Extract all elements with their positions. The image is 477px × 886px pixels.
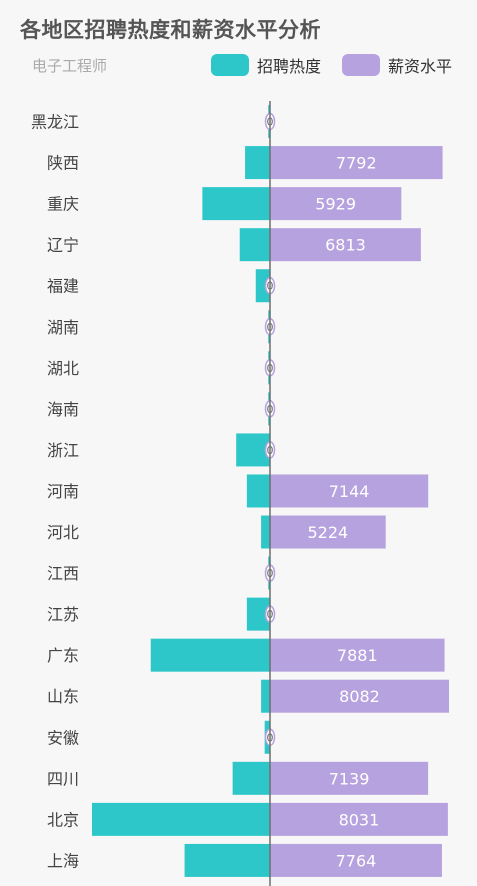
bar-heat[interactable] <box>239 228 270 262</box>
salary-value-label: 5929 <box>315 195 356 214</box>
bar-heat[interactable] <box>261 515 270 549</box>
legend-swatch-salary <box>342 54 380 76</box>
category-label: 重庆 <box>47 195 79 214</box>
category-label: 北京 <box>47 810 79 829</box>
category-label: 广东 <box>47 646 79 665</box>
category-label: 辽宁 <box>47 236 79 255</box>
bar-heat[interactable] <box>255 269 270 303</box>
bar-heat[interactable] <box>236 433 270 467</box>
bar-heat[interactable] <box>184 843 270 877</box>
salary-value-label: 7144 <box>329 482 370 501</box>
bar-salary[interactable] <box>270 679 449 713</box>
category-label: 安徽 <box>47 728 79 747</box>
salary-value-label: 7881 <box>337 646 378 665</box>
category-label: 湖北 <box>47 359 79 378</box>
category-label: 浙江 <box>47 441 79 460</box>
bar-heat[interactable] <box>261 679 270 713</box>
legend-item-heat[interactable]: 招聘热度 <box>211 53 321 77</box>
salary-value-label: 7764 <box>336 851 377 870</box>
legend-label-salary: 薪资水平 <box>388 57 453 76</box>
bar-salary[interactable] <box>270 843 442 877</box>
bar-heat[interactable] <box>246 474 270 508</box>
category-label: 湖南 <box>47 318 79 337</box>
category-label: 福建 <box>47 277 79 296</box>
legend-label-heat: 招聘热度 <box>257 57 322 76</box>
category-label: 陕西 <box>47 154 79 173</box>
category-label: 河北 <box>47 523 79 542</box>
salary-value-label: 8082 <box>339 687 380 706</box>
category-label: 黑龙江 <box>31 113 79 132</box>
category-label: 四川 <box>47 769 79 788</box>
bar-heat[interactable] <box>202 187 270 221</box>
salary-value-label: 6813 <box>325 236 366 255</box>
category-label: 海南 <box>47 400 79 419</box>
bar-salary[interactable] <box>270 146 443 180</box>
legend-swatch-heat <box>211 54 249 76</box>
salary-value-label: 5224 <box>307 523 348 542</box>
bar-salary[interactable] <box>270 228 421 262</box>
bar-heat[interactable] <box>246 597 270 631</box>
bar-salary[interactable] <box>270 187 402 221</box>
bar-heat[interactable] <box>150 638 270 672</box>
bar-heat[interactable] <box>92 802 270 836</box>
bar-salary[interactable] <box>270 515 386 549</box>
bar-salary[interactable] <box>270 474 429 508</box>
bar-salary[interactable] <box>270 761 429 795</box>
bar-salary[interactable] <box>270 638 445 672</box>
category-label: 山东 <box>47 687 79 706</box>
chart-subtitle: 电子工程师 <box>32 57 108 75</box>
legend-item-salary[interactable]: 薪资水平 <box>342 53 452 77</box>
category-label: 江西 <box>47 564 79 583</box>
salary-value-label: 7139 <box>329 769 370 788</box>
category-label: 江苏 <box>47 605 79 624</box>
category-label: 河南 <box>47 482 79 501</box>
salary-value-label: 8031 <box>339 810 380 829</box>
salary-value-label: 7792 <box>336 154 377 173</box>
category-label: 上海 <box>47 851 79 870</box>
bar-heat[interactable] <box>232 761 270 795</box>
bar-heat[interactable] <box>245 146 270 180</box>
chart-title: 各地区招聘热度和薪资水平分析 <box>20 18 321 42</box>
bar-salary[interactable] <box>270 802 448 836</box>
